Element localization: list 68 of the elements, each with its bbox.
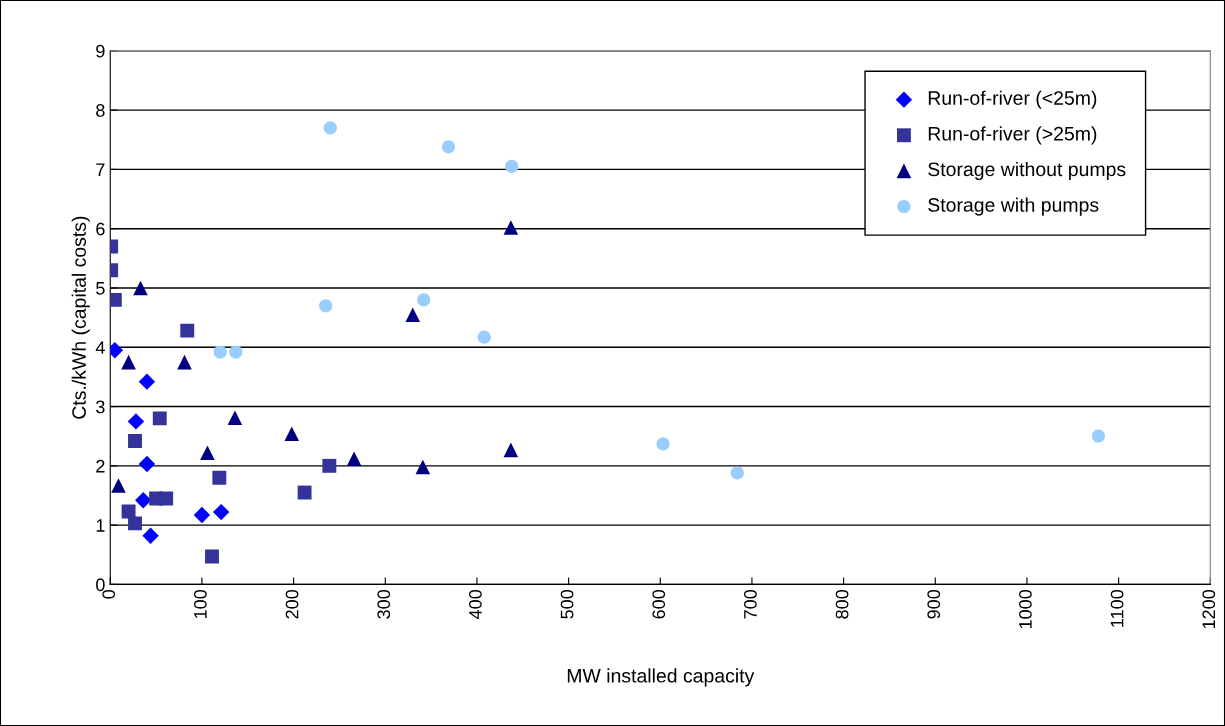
point bbox=[405, 307, 421, 322]
point bbox=[319, 299, 333, 313]
x-tick-label: 800 bbox=[835, 589, 849, 619]
x-tick-label: 1000 bbox=[1019, 589, 1032, 629]
y-tick-label: 5 bbox=[96, 282, 105, 295]
point bbox=[346, 451, 362, 467]
point bbox=[212, 503, 230, 521]
y-axis-title: Cts./kWh (capital costs) bbox=[71, 216, 90, 419]
x-tick-label: 1200 bbox=[1202, 589, 1216, 629]
point bbox=[200, 445, 215, 461]
point bbox=[229, 345, 243, 359]
y-tick-label: 0 bbox=[96, 578, 105, 592]
point bbox=[415, 459, 431, 475]
point bbox=[138, 373, 156, 390]
y-tick-label: 4 bbox=[95, 341, 105, 354]
x-tick-label: 900 bbox=[927, 589, 941, 619]
x-tick-label: 100 bbox=[193, 589, 207, 619]
y-tick-label: 2 bbox=[96, 459, 105, 473]
point bbox=[656, 437, 670, 451]
point bbox=[127, 413, 145, 430]
point bbox=[111, 478, 126, 493]
point bbox=[323, 121, 337, 135]
point bbox=[505, 159, 519, 174]
y-tick-label: 7 bbox=[96, 163, 105, 176]
y-tick-label: 3 bbox=[96, 400, 105, 414]
point bbox=[503, 442, 519, 458]
x-tick-label: 400 bbox=[468, 589, 482, 619]
point bbox=[152, 411, 167, 426]
point bbox=[177, 354, 192, 370]
point bbox=[180, 323, 195, 338]
y-tick-label: 8 bbox=[96, 104, 105, 117]
x-tick-label: 500 bbox=[560, 589, 574, 619]
point bbox=[133, 280, 148, 296]
point bbox=[159, 491, 174, 506]
x-axis-title: MW installed capacity bbox=[567, 668, 755, 687]
legend-label: Run-of-river (<25m) bbox=[928, 90, 1097, 109]
point bbox=[193, 506, 211, 524]
point bbox=[213, 345, 227, 359]
x-tick-label: 300 bbox=[377, 589, 391, 619]
point bbox=[730, 466, 744, 480]
x-tick-label: 700 bbox=[744, 589, 757, 619]
point bbox=[503, 220, 519, 235]
point bbox=[121, 354, 136, 370]
legend-label: Storage without pumps bbox=[928, 161, 1126, 181]
point bbox=[297, 485, 312, 500]
legend-label: Run-of-river (>25m) bbox=[928, 126, 1097, 145]
point bbox=[142, 527, 159, 545]
x-tick-label: 1100 bbox=[1110, 589, 1124, 627]
x-tick-label: 600 bbox=[652, 589, 666, 619]
point bbox=[1091, 429, 1106, 443]
point bbox=[322, 458, 337, 473]
y-tick-label: 6 bbox=[96, 222, 105, 236]
point bbox=[477, 330, 491, 344]
point bbox=[135, 492, 152, 509]
point bbox=[417, 293, 431, 307]
point bbox=[128, 516, 142, 531]
point bbox=[128, 434, 142, 448]
point bbox=[138, 455, 156, 473]
point bbox=[284, 426, 300, 442]
point bbox=[205, 549, 219, 564]
point bbox=[212, 470, 227, 485]
x-tick-label: 200 bbox=[285, 589, 299, 619]
x-tick-label: 0 bbox=[102, 590, 116, 599]
y-tick-label: 1 bbox=[96, 519, 105, 532]
point bbox=[227, 410, 243, 426]
y-tick-label: 9 bbox=[96, 44, 105, 58]
point bbox=[441, 140, 456, 154]
legend-label: Storage with pumps bbox=[928, 197, 1099, 216]
